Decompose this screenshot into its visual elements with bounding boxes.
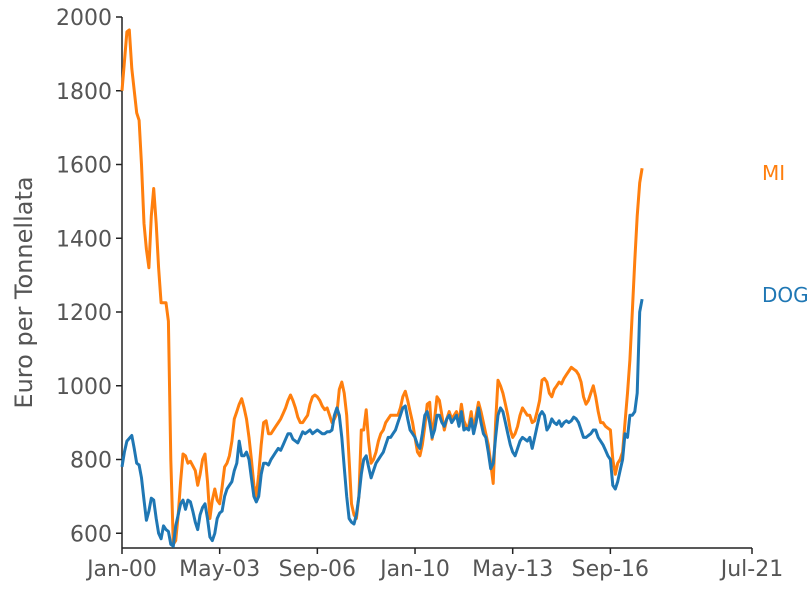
y-tick-label: 600: [70, 522, 112, 547]
y-axis-ticks: 600 800 1000 1200 1400 1600 1800 2000: [56, 6, 122, 547]
x-tick-label: Jan-00: [85, 557, 157, 582]
x-tick-label: Sep-06: [279, 557, 356, 582]
series-line-dog: [120, 298, 644, 548]
series-line-mi: [120, 28, 644, 546]
series-lines: [120, 28, 644, 548]
y-tick-label: 800: [70, 449, 112, 474]
y-tick-label: 1200: [56, 301, 112, 326]
chart-axes: [121, 17, 752, 549]
y-tick-label: 1800: [56, 80, 112, 105]
series-label-mi: MI: [762, 161, 785, 185]
series-labels: MI DOG: [762, 161, 809, 307]
y-tick-label: 1400: [56, 227, 112, 252]
y-tick-label: 1600: [56, 154, 112, 179]
x-tick-label: Jul-21: [719, 557, 783, 582]
x-tick-label: Jan-10: [378, 557, 450, 582]
y-axis-title: Euro per Tonnellata: [10, 176, 38, 408]
x-axis-ticks: Jan-00 May-03 Sep-06 Jan-10 May-13 Sep-16 Jul-…: [85, 548, 783, 582]
y-tick-label: 2000: [56, 6, 112, 31]
y-tick-label: 1000: [56, 375, 112, 400]
x-tick-label: May-03: [179, 557, 260, 582]
x-tick-label: Sep-16: [572, 557, 649, 582]
series-label-dog: DOG: [762, 283, 809, 307]
x-tick-label: May-13: [472, 557, 553, 582]
